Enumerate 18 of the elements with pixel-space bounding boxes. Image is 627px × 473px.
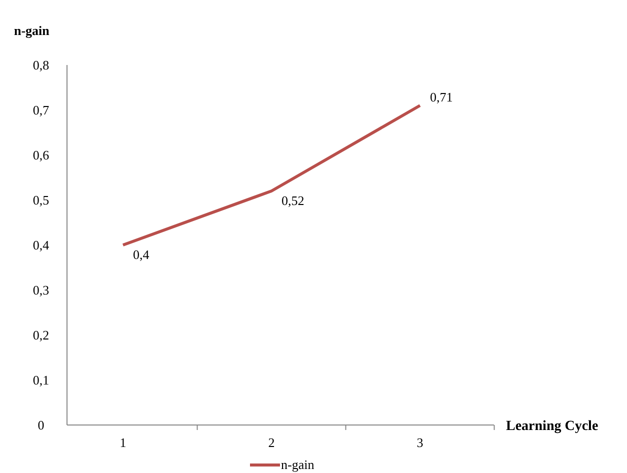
y-tick-label: 0,3 (32, 282, 50, 298)
y-tick-label: 0,6 (32, 148, 50, 163)
data-label: 0,71 (430, 90, 453, 104)
data-label: 0,4 (133, 247, 150, 262)
y-axis-title: n-gain (14, 23, 50, 38)
y-tick-label: 0,7 (32, 102, 50, 118)
y-tick-label: 0,2 (32, 328, 50, 343)
y-tick-label: 0,5 (32, 192, 50, 208)
x-tick-label: 2 (268, 435, 275, 450)
x-axis-title: Learning Cycle (506, 419, 598, 434)
y-tick-label: 0 (38, 418, 44, 433)
x-tick-label: 3 (416, 435, 424, 450)
legend-label: n-gain (281, 457, 315, 472)
y-tick-label: 0,1 (32, 372, 50, 388)
y-tick-label: 0,8 (32, 58, 50, 73)
y-tick-label: 0,4 (32, 238, 50, 253)
data-label: 0,52 (282, 193, 304, 208)
x-tick-label: 1 (120, 435, 126, 450)
